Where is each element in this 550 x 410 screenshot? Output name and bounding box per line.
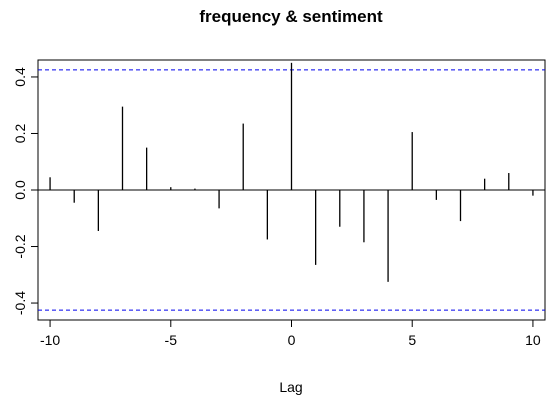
y-tick-label: 0.0 [12, 180, 28, 200]
x-tick-label: 10 [525, 332, 541, 348]
x-tick-label: 0 [288, 332, 296, 348]
x-tick-label: -10 [40, 332, 60, 348]
chart-title: frequency & sentiment [199, 7, 383, 26]
y-tick-label: 0.2 [12, 124, 28, 144]
x-axis-label: Lag [279, 379, 302, 395]
y-tick-label: -0.4 [12, 291, 28, 315]
y-tick-label: 0.4 [12, 67, 28, 87]
plot-area: -10 -5 0 5 10 -0.4 -0.2 0.0 0.2 0.4 [12, 59, 546, 348]
x-tick-label: 5 [408, 332, 416, 348]
y-tick-label: -0.2 [12, 234, 28, 258]
x-tick-label: -5 [165, 332, 178, 348]
